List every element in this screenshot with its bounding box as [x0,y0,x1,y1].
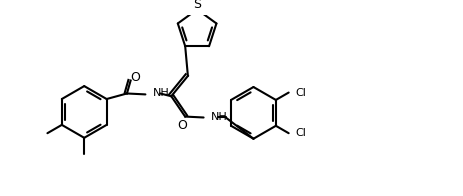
Text: S: S [193,0,200,11]
Text: NH: NH [211,113,227,122]
Text: O: O [177,119,187,132]
Text: O: O [130,71,140,84]
Text: NH: NH [152,88,169,98]
Text: Cl: Cl [294,88,306,98]
Text: Cl: Cl [294,128,306,138]
